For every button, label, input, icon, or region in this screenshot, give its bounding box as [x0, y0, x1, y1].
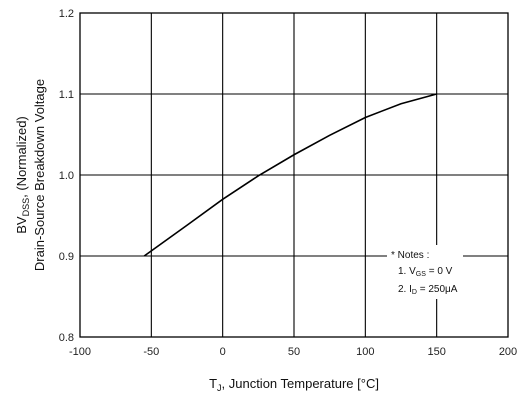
y-axis-label-line-1: BVDSS, (Normalized) — [14, 116, 31, 233]
notes-line-1-rest: = 0 V — [426, 266, 453, 277]
notes-line-2-prefix: 2. I — [398, 284, 412, 295]
y-tick-label: 0.9 — [59, 251, 74, 263]
y-axis-label-sub: DSS — [21, 198, 31, 217]
notes-title: * Notes : — [391, 250, 429, 261]
x-axis-label-main: T — [209, 376, 217, 391]
x-tick-label: 50 — [288, 346, 300, 358]
y-tick-label: 1.0 — [59, 170, 74, 182]
y-axis-label-rest: , (Normalized) — [14, 116, 29, 198]
x-axis-label: TJ, Junction Temperature [°C] — [209, 376, 379, 393]
series-line — [143, 93, 437, 257]
x-tick-label: -50 — [143, 346, 159, 358]
notes-box-frame — [387, 245, 463, 299]
x-axis-label-rest: , Junction Temperature [°C] — [222, 376, 379, 391]
y-axis-label-line-2: Drain-Source Breakdown Voltage — [32, 79, 47, 271]
y-axis-label-main: BV — [14, 216, 29, 234]
x-tick-label: 100 — [356, 346, 374, 358]
y-axis-ticks: 0.8 0.9 1.0 1.1 1.2 — [59, 8, 74, 344]
x-tick-label: -100 — [69, 346, 91, 358]
notes-line-2-sub: D — [412, 289, 417, 296]
x-tick-label: 150 — [427, 346, 445, 358]
x-tick-label: 200 — [499, 346, 517, 358]
x-tick-label: 0 — [220, 346, 226, 358]
y-tick-label: 0.8 — [59, 332, 74, 344]
notes-box: * Notes : 1. VGS = 0 V 2. ID = 250μA — [387, 245, 463, 299]
y-tick-label: 1.2 — [59, 8, 74, 20]
notes-line-1-prefix: 1. V — [398, 266, 416, 277]
notes-line-2-rest: = 250μA — [417, 284, 458, 295]
x-axis-label-sub: J — [217, 383, 222, 393]
y-tick-label: 1.1 — [59, 89, 74, 101]
notes-line-1-sub: GS — [416, 271, 426, 278]
notes-line-1: 1. VGS = 0 V — [398, 266, 453, 278]
notes-line-2: 2. ID = 250μA — [398, 284, 458, 296]
x-axis-ticks: -100 -50 0 50 100 150 200 — [69, 346, 517, 358]
